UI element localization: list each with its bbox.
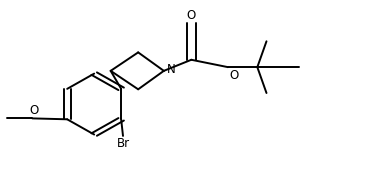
Text: N: N	[167, 63, 176, 76]
Text: O: O	[187, 9, 196, 22]
Text: O: O	[230, 69, 239, 82]
Text: Br: Br	[116, 137, 130, 150]
Text: O: O	[29, 104, 39, 117]
